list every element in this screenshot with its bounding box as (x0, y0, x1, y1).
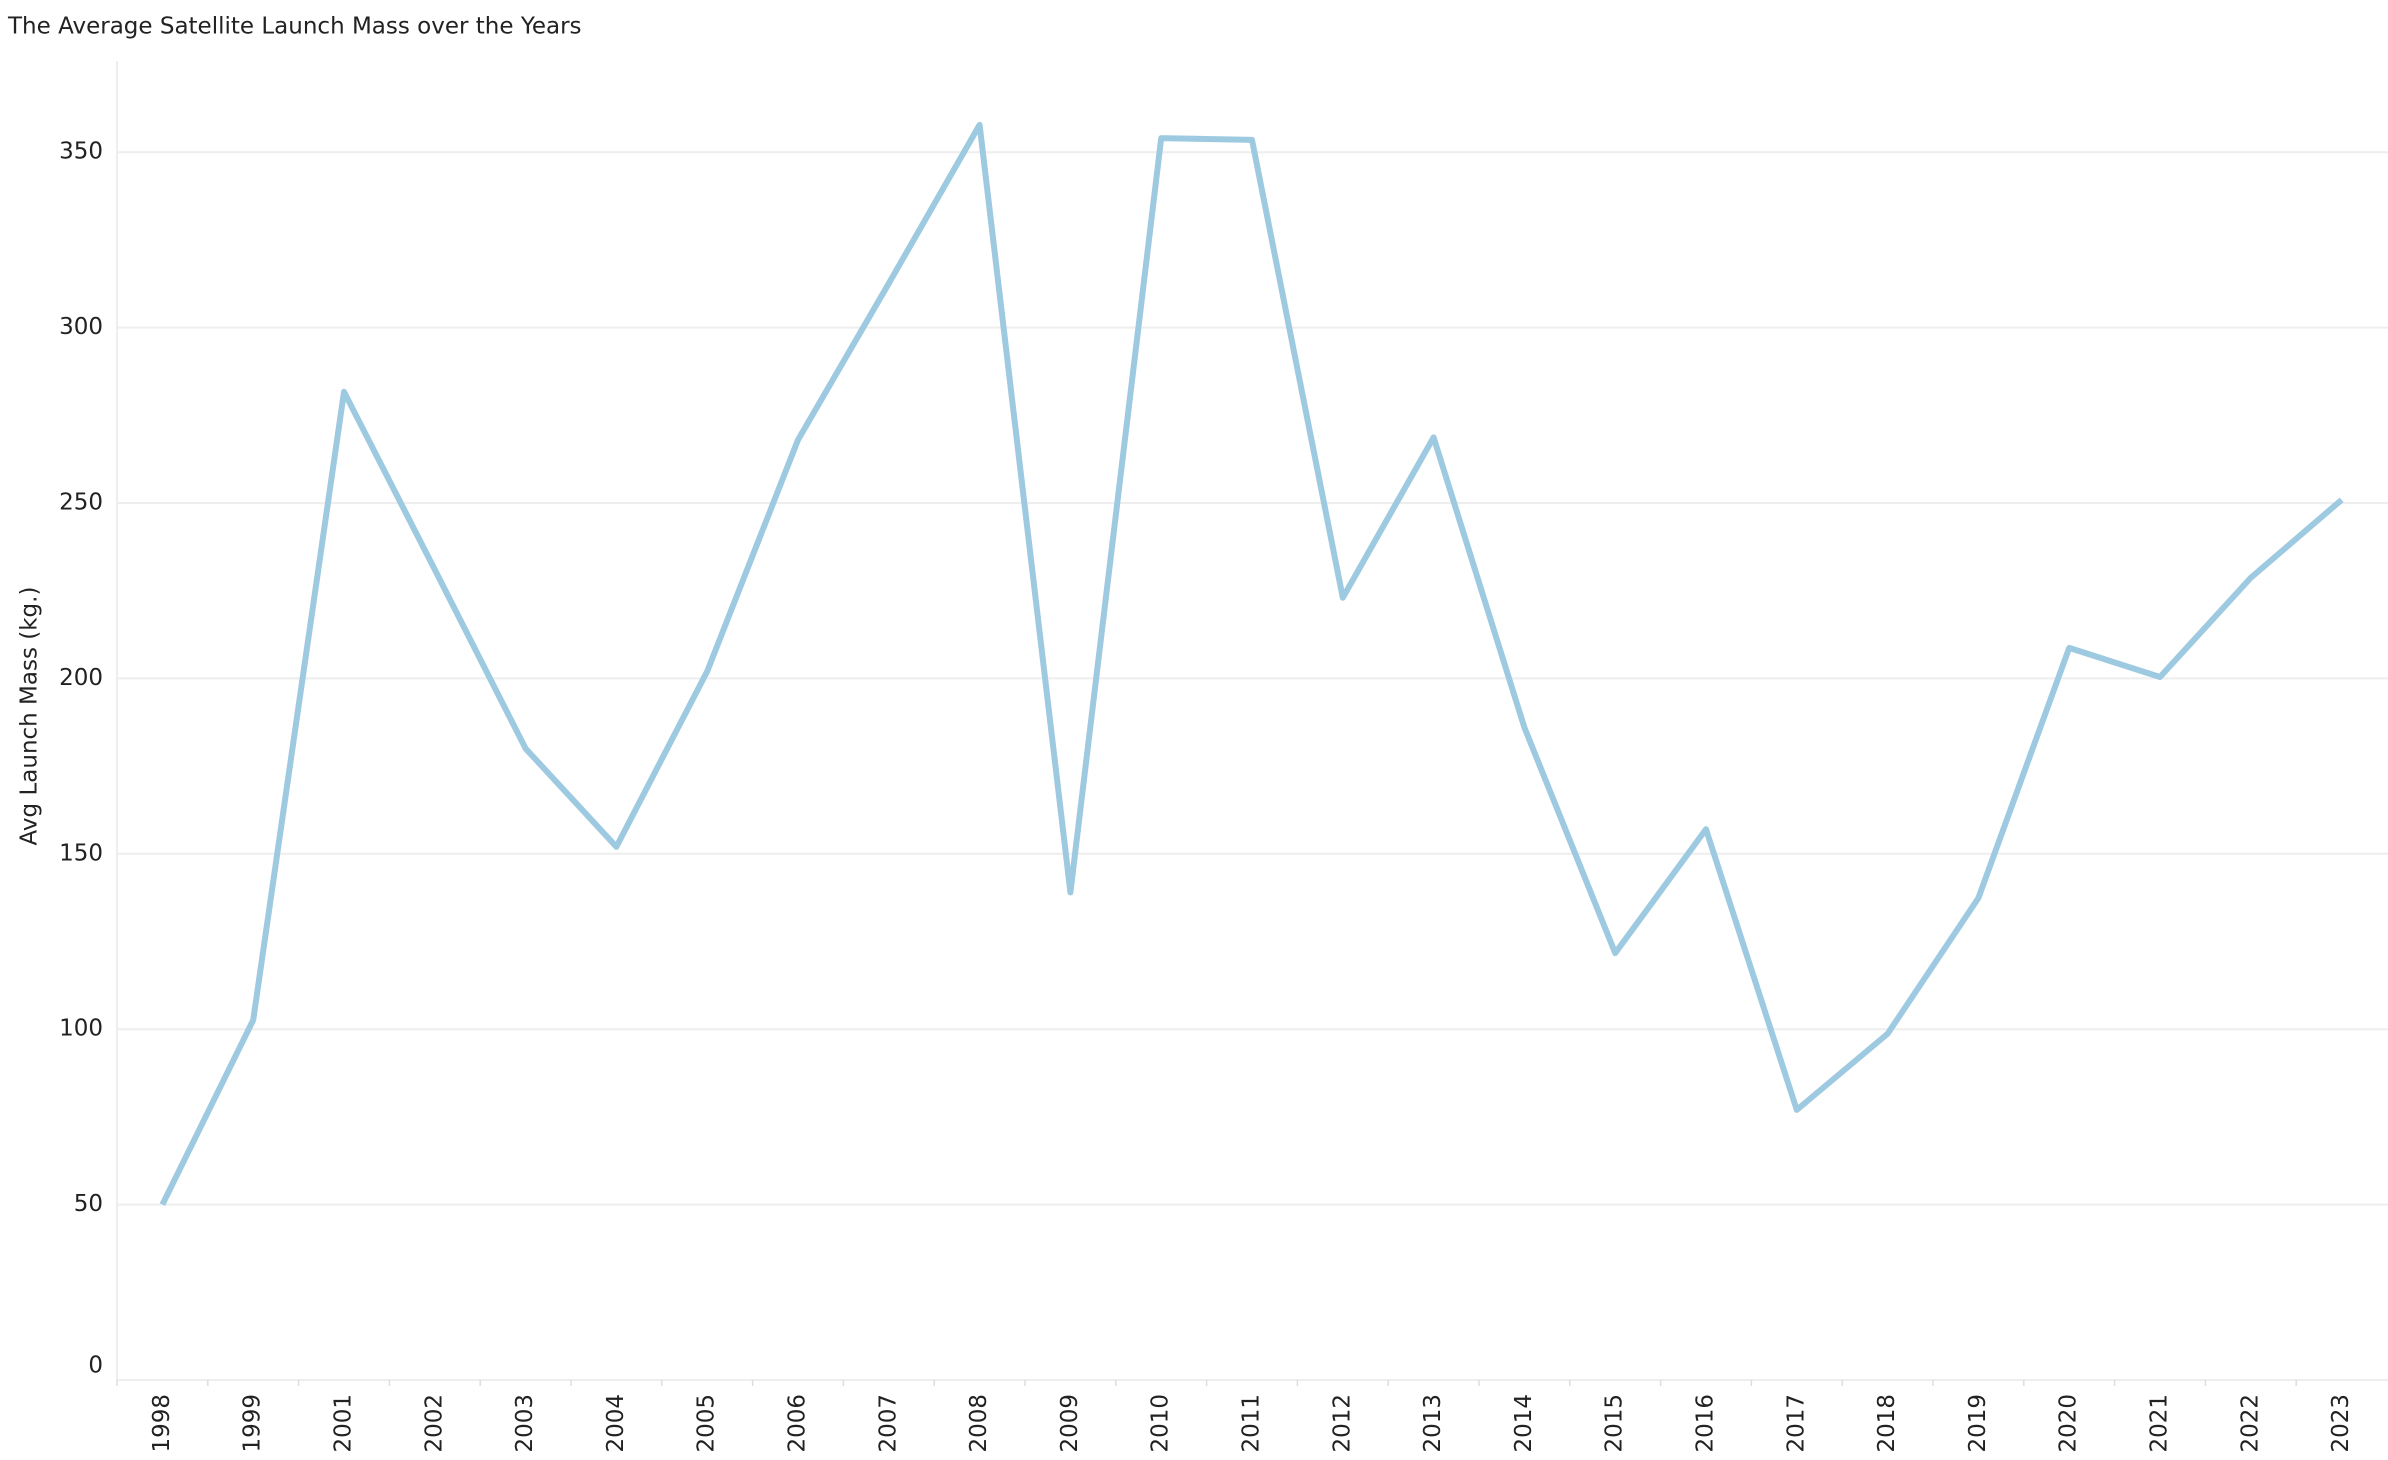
x-tick-label: 2006 (785, 1394, 811, 1453)
x-tick-label: 2008 (966, 1394, 992, 1453)
y-axis-label: Avg Launch Mass (kg.) (17, 587, 43, 846)
x-tick-label: 2009 (1057, 1394, 1083, 1453)
y-tick-label: 0 (88, 1353, 103, 1379)
x-tick-label: 2001 (331, 1394, 357, 1453)
y-tick-label: 100 (59, 1016, 103, 1042)
line-series (159, 121, 2344, 1206)
y-tick-label: 150 (59, 840, 103, 866)
y-tick-label: 50 (74, 1191, 103, 1217)
x-tick-label: 2014 (1511, 1394, 1537, 1453)
y-tick-label: 300 (59, 314, 103, 340)
x-tick-label: 2017 (1783, 1394, 1809, 1453)
x-tick-label: 2022 (2237, 1394, 2263, 1453)
x-tick-label: 2011 (1239, 1394, 1265, 1453)
y-tick-label: 250 (59, 490, 103, 516)
x-tick-label: 2020 (2056, 1394, 2082, 1453)
x-tick-label: 2021 (2147, 1394, 2173, 1453)
y-tick-label: 350 (59, 139, 103, 165)
x-tick-label: 2016 (1693, 1394, 1719, 1453)
x-tick-label: 1999 (240, 1394, 266, 1453)
x-tick-label: 2010 (1148, 1394, 1174, 1453)
x-tick-label: 2004 (603, 1394, 629, 1453)
x-tick-label: 2015 (1602, 1394, 1628, 1453)
chart-title: The Average Satellite Launch Mass over t… (7, 14, 582, 40)
x-tick-label: 2002 (421, 1394, 447, 1453)
x-tick-label: 2023 (2328, 1394, 2354, 1453)
x-tick-label: 2013 (1420, 1394, 1446, 1453)
y-tick-label: 200 (59, 665, 103, 691)
x-tick-label: 2019 (1965, 1394, 1991, 1453)
x-tick-label: 2007 (875, 1394, 901, 1453)
x-tick-label: 2012 (1329, 1394, 1355, 1453)
x-tick-label: 1998 (149, 1394, 175, 1453)
x-tick-label: 2005 (694, 1394, 720, 1453)
x-tick-label: 2018 (1874, 1394, 1900, 1453)
x-tick-label: 2003 (512, 1394, 538, 1453)
